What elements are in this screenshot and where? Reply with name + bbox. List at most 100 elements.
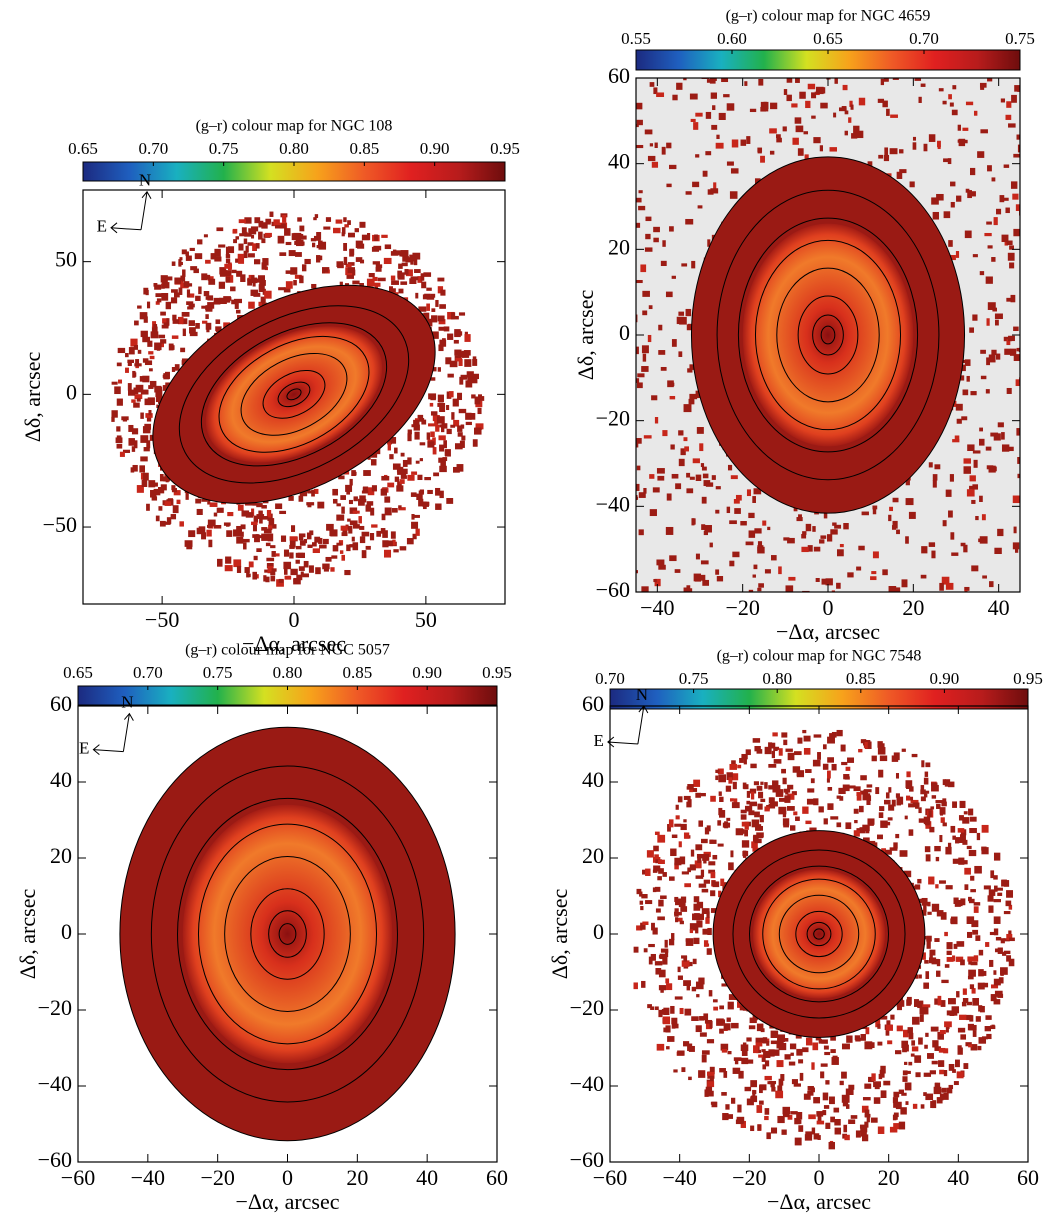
pixel [645, 247, 653, 251]
pixel [596, 556, 600, 559]
pixel [413, 420, 419, 427]
pixel [457, 393, 462, 400]
pixel [959, 656, 964, 661]
pixel [695, 634, 703, 640]
pixel [672, 276, 676, 279]
pixel [805, 101, 810, 108]
pixel [533, 377, 538, 382]
pixel [636, 103, 643, 110]
pixel [851, 105, 854, 110]
pixel [457, 413, 461, 419]
pixel [667, 493, 672, 500]
pixel [452, 183, 460, 187]
pixel [341, 555, 345, 561]
pixel [979, 428, 983, 432]
colorbar-tick-label: 0.55 [621, 29, 651, 48]
pixel [318, 241, 323, 246]
pixel [326, 557, 332, 562]
pixel [1002, 444, 1009, 451]
pixel [345, 485, 352, 492]
pixel [443, 440, 447, 448]
pixel [583, 50, 587, 53]
pixel [930, 712, 936, 716]
pixel [426, 518, 433, 526]
pixel [525, 287, 531, 293]
pixel [319, 545, 327, 549]
pixel [988, 245, 993, 248]
pixel [188, 530, 195, 537]
pixel [842, 106, 847, 110]
pixel [454, 340, 459, 344]
chart-title: (g–r) colour map for NGC 5057 [185, 642, 390, 659]
pixel [789, 609, 792, 615]
pixel [884, 155, 889, 161]
pixel [172, 488, 177, 492]
pixel [783, 126, 787, 131]
pixel [792, 742, 795, 748]
pixel [768, 617, 774, 622]
pixel [220, 270, 227, 277]
pixel [986, 318, 989, 326]
pixel [411, 276, 419, 280]
pixel [431, 315, 437, 322]
pixel [336, 543, 341, 546]
pixel [182, 312, 190, 317]
pixel [384, 258, 392, 264]
pixel [972, 752, 979, 760]
pixel [960, 10, 967, 14]
pixel [355, 228, 359, 232]
pixel [464, 334, 470, 342]
pixel [362, 235, 370, 241]
pixel [245, 567, 250, 573]
pixel [399, 289, 404, 294]
colorbar-tick-label: 0.60 [717, 29, 747, 48]
pixel [662, 430, 667, 436]
pixel [488, 418, 492, 421]
pixel [893, 624, 899, 628]
pixel [997, 35, 1001, 42]
pixel [583, 508, 590, 512]
pixel [431, 308, 435, 312]
pixel [1041, 402, 1045, 407]
pixel [636, 484, 639, 491]
pixel [660, 35, 667, 40]
pixel [284, 228, 290, 236]
pixel [259, 517, 263, 523]
pixel [400, 281, 407, 284]
pixel [657, 476, 664, 481]
pixel [984, 741, 987, 745]
y-tick-label: 60 [608, 63, 630, 88]
pixel [256, 503, 262, 507]
pixel [564, 361, 569, 364]
pixel [692, 518, 695, 524]
colorbar-tick-label: 0.95 [490, 139, 520, 158]
pixel [398, 272, 405, 279]
pixel [463, 95, 471, 99]
pixel [1037, 246, 1042, 254]
pixel [544, 281, 547, 287]
pixel [950, 182, 955, 187]
pixel [490, 221, 498, 226]
pixel [943, 101, 947, 105]
pixel [499, 586, 503, 589]
pixel [807, 674, 812, 681]
pixel [688, 711, 694, 715]
pixel [374, 234, 378, 240]
pixel [929, 134, 936, 142]
pixel [118, 348, 125, 353]
pixel [624, 569, 629, 576]
pixel [360, 499, 366, 503]
pixel [927, 655, 935, 661]
pixel [788, 577, 795, 581]
pixel [695, 113, 702, 117]
pixel [457, 425, 462, 431]
pixel [393, 250, 396, 255]
pixel [437, 251, 442, 257]
pixel [438, 345, 443, 352]
pixel [452, 200, 456, 204]
pixel [186, 256, 192, 261]
pixel [982, 575, 987, 578]
pixel [523, 623, 528, 627]
pixel [814, 665, 819, 670]
pixel [501, 133, 505, 138]
